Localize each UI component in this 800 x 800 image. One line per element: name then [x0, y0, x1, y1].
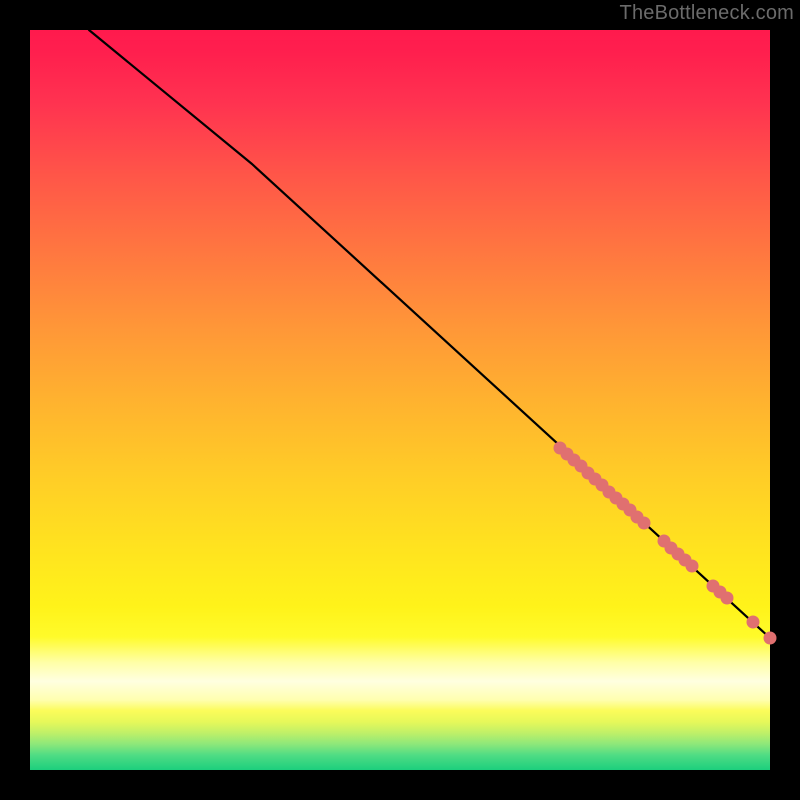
- marker-point: [721, 592, 734, 605]
- chart-container: TheBottleneck.com: [0, 0, 800, 800]
- plot-area: [30, 30, 770, 770]
- chart-svg: [0, 0, 800, 800]
- marker-point: [638, 517, 651, 530]
- marker-point: [747, 616, 760, 629]
- marker-point: [686, 560, 699, 573]
- marker-point: [764, 632, 777, 645]
